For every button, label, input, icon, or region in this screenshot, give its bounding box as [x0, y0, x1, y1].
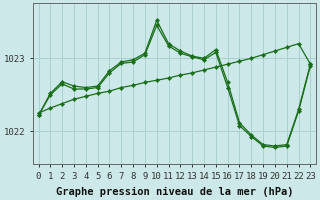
- X-axis label: Graphe pression niveau de la mer (hPa): Graphe pression niveau de la mer (hPa): [56, 186, 293, 197]
